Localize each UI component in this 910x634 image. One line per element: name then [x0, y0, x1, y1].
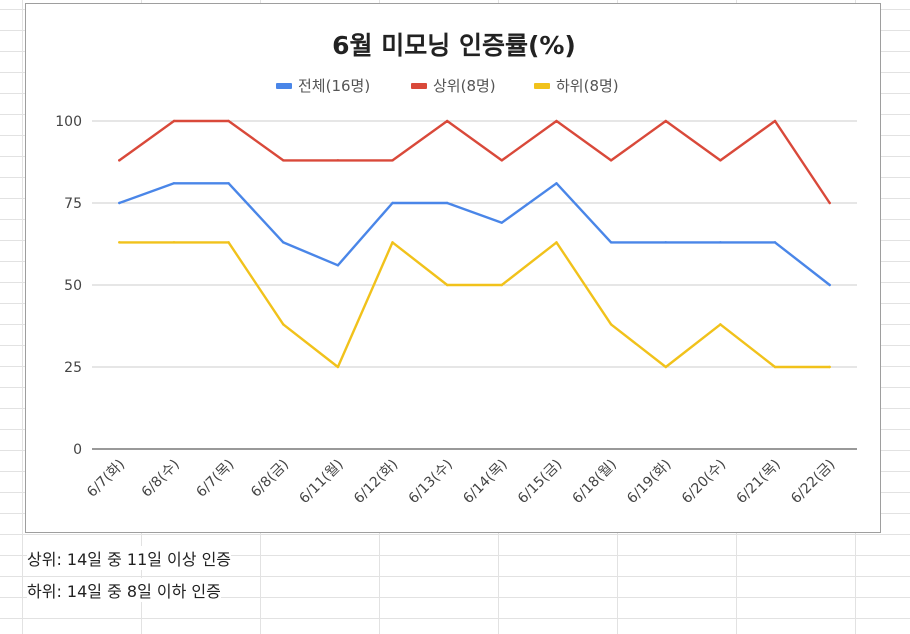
data-point-1-5 [336, 264, 340, 267]
data-point-2-10 [609, 159, 613, 162]
legend-label-1: 전체(16명) [298, 77, 370, 95]
data-point-3-5 [336, 365, 340, 369]
data-point-1-9 [555, 182, 558, 185]
data-point-2-8 [500, 159, 504, 162]
y-tick-label: 50 [64, 278, 82, 294]
chart-title: 6월 미모닝 인증률(%) [332, 31, 576, 60]
data-point-3-10 [609, 323, 613, 326]
data-point-1-14 [828, 283, 831, 287]
data-point-3-8 [500, 283, 504, 287]
line-chart: 6월 미모닝 인증률(%) 전체(16명) 상위(8명) 하위(8명) 0 25 50 75 1… [55, 31, 857, 507]
x-tick-label: 6/11(월) [296, 457, 346, 507]
data-point-2-1 [118, 159, 121, 162]
note-top-definition: 상위: 14일 중 11일 이상 인증 [27, 546, 232, 570]
data-point-1-8 [500, 221, 504, 224]
series-line-2 [118, 119, 831, 205]
data-point-2-13 [773, 119, 777, 123]
data-point-1-3 [227, 182, 230, 185]
x-tick-label: 6/8(수) [139, 457, 183, 501]
data-point-2-7 [445, 119, 449, 123]
data-point-1-10 [609, 241, 613, 244]
chart-container: 6월 미모닝 인증률(%) 전체(16명) 상위(8명) 하위(8명) 0 25 50 75 1… [25, 3, 881, 533]
x-tick-label: 6/7(목) [193, 457, 237, 501]
data-point-2-4 [282, 159, 285, 162]
data-point-1-7 [445, 201, 449, 205]
y-tick-label: 25 [64, 360, 82, 376]
series-line-3 [118, 241, 831, 369]
data-point-3-6 [391, 241, 394, 244]
x-tick-label: 6/8(금) [248, 457, 292, 501]
y-tick-label: 0 [73, 442, 82, 458]
x-tick-label: 6/7(화) [84, 457, 128, 501]
data-point-1-13 [773, 241, 777, 244]
data-point-1-1 [118, 201, 121, 205]
data-point-3-14 [828, 365, 831, 369]
x-tick-label: 6/15(금) [515, 457, 565, 507]
data-point-3-2 [172, 241, 176, 244]
y-tick-label: 75 [64, 196, 82, 212]
legend-label-3: 하위(8명) [556, 77, 619, 95]
data-point-1-11 [664, 241, 667, 244]
x-tick-label: 6/22(금) [788, 457, 838, 507]
x-tick-label: 6/21(목) [733, 457, 783, 507]
data-point-2-6 [391, 159, 394, 162]
legend-swatch-2 [411, 83, 427, 89]
data-point-3-3 [227, 241, 230, 244]
legend-label-2: 상위(8명) [433, 77, 496, 95]
data-point-3-11 [664, 365, 667, 369]
data-point-3-9 [555, 241, 558, 244]
y-tick-label: 100 [55, 114, 82, 130]
data-point-3-1 [118, 241, 121, 244]
data-point-3-13 [773, 365, 777, 369]
data-point-3-12 [719, 323, 722, 326]
x-tick-label: 6/19(화) [624, 457, 674, 507]
data-point-2-2 [172, 119, 176, 123]
data-point-2-3 [227, 119, 230, 123]
x-tick-label: 6/13(수) [406, 457, 456, 507]
data-point-1-4 [282, 241, 285, 244]
data-point-3-4 [282, 323, 285, 326]
data-point-2-14 [828, 201, 831, 205]
data-point-3-7 [445, 283, 449, 287]
x-tick-label: 6/14(목) [460, 457, 510, 507]
data-point-1-6 [391, 201, 394, 205]
data-point-2-9 [555, 119, 558, 123]
x-tick-label: 6/20(수) [679, 457, 729, 507]
data-point-1-2 [172, 182, 176, 185]
data-point-2-12 [719, 159, 722, 162]
note-bottom-definition: 하위: 14일 중 8일 이하 인증 [27, 578, 221, 602]
data-point-2-5 [336, 159, 340, 162]
series-line-1 [118, 182, 831, 287]
data-point-2-11 [664, 119, 667, 123]
legend-swatch-3 [534, 83, 550, 89]
legend-swatch-1 [276, 83, 292, 89]
data-point-1-12 [719, 241, 722, 244]
x-tick-label: 6/12(화) [351, 457, 401, 507]
x-tick-label: 6/18(월) [570, 457, 620, 507]
